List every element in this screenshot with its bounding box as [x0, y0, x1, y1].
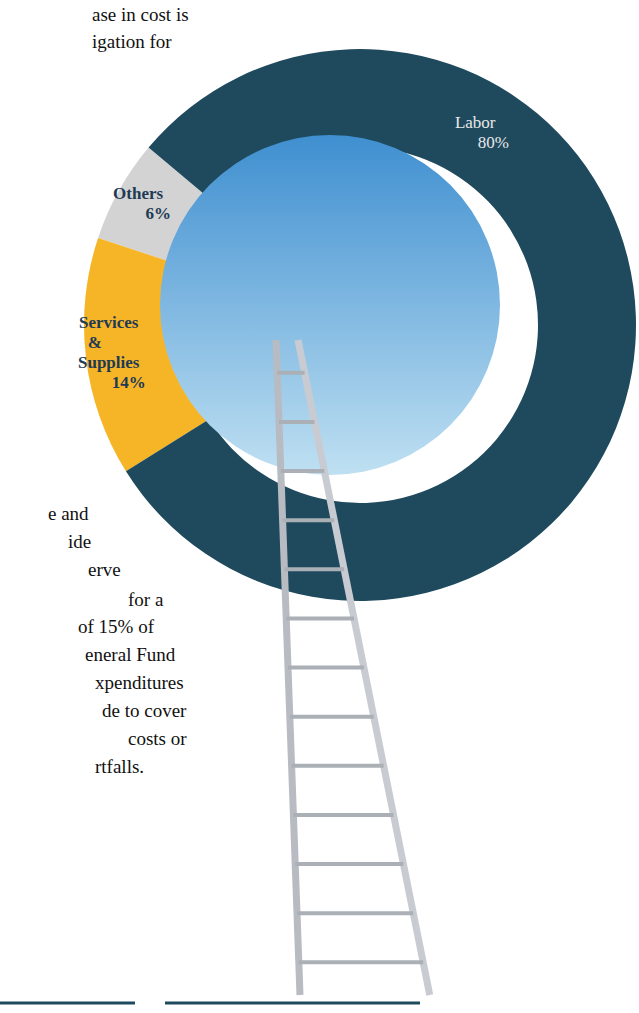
html-text:ide: ide	[68, 531, 92, 552]
html-text:for a: for a	[128, 589, 164, 610]
html-text:rtfalls.: rtfalls.	[95, 756, 145, 777]
html-text:ase in cost is: ase in cost is	[92, 4, 189, 25]
svg-text:Labor80%: Labor80%	[455, 113, 509, 152]
svg-text:Others6%: Others6%	[113, 184, 171, 223]
html-text:eneral Fund: eneral Fund	[85, 644, 176, 665]
html-text:erve: erve	[88, 559, 121, 580]
html-text:de to cover: de to cover	[102, 700, 187, 721]
html-text:igation for: igation for	[92, 31, 172, 52]
html-text:e and: e and	[48, 503, 89, 524]
html-text:of 15% of: of 15% of	[78, 616, 154, 637]
html-text:xpenditures: xpenditures	[95, 672, 184, 693]
html-text:costs or: costs or	[128, 728, 187, 749]
svg-text:Services&Supplies14%: Services&Supplies14%	[78, 313, 146, 392]
